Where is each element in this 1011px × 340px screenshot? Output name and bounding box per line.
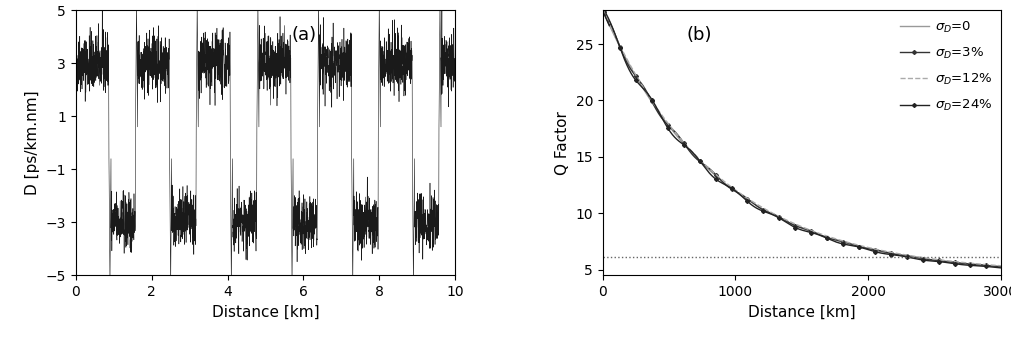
Text: (b): (b) <box>686 26 712 44</box>
Y-axis label: D [ps/km.nm]: D [ps/km.nm] <box>25 90 40 195</box>
X-axis label: Distance [km]: Distance [km] <box>211 305 319 320</box>
Y-axis label: Q Factor: Q Factor <box>555 111 570 175</box>
Legend: $\sigma_D$=0, $\sigma_D$=3%, $\sigma_D$=12%, $\sigma_D$=24%: $\sigma_D$=0, $\sigma_D$=3%, $\sigma_D$=… <box>895 14 998 119</box>
Text: (a): (a) <box>292 26 317 44</box>
X-axis label: Distance [km]: Distance [km] <box>748 305 855 320</box>
